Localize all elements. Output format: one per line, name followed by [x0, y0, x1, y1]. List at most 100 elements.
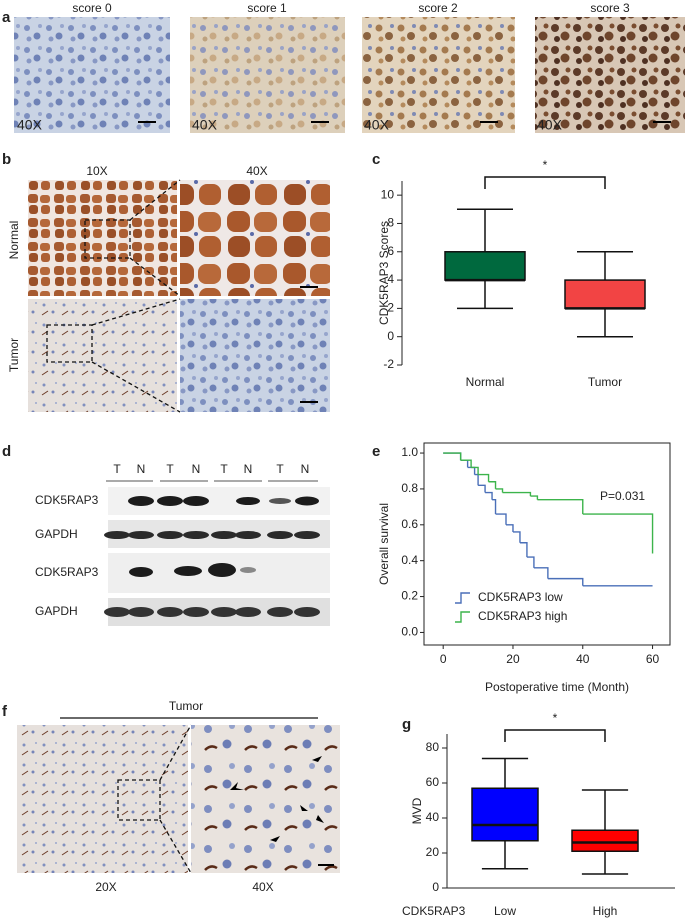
lane-label: T — [276, 462, 284, 476]
ihc-image — [180, 180, 330, 296]
zoom-guides — [46, 179, 181, 413]
x-tick-label: Low — [494, 904, 516, 918]
ihc-image — [190, 17, 345, 133]
significance-bracket — [484, 176, 606, 189]
survival-step — [460, 459, 469, 468]
x-tick-label: Normal — [466, 375, 505, 389]
lane-label: T — [113, 462, 121, 476]
ihc-image — [28, 299, 177, 412]
row-label: Normal — [7, 221, 21, 260]
survival-step — [443, 452, 462, 461]
magnification: 40X — [252, 880, 273, 894]
lane-label: N — [192, 462, 201, 476]
y-tick-label: 0.6 — [401, 517, 418, 531]
panel-label: b — [2, 151, 11, 168]
panel-label: d — [2, 443, 11, 460]
panel-label: a — [2, 9, 11, 26]
y-tick-label: 2 — [387, 301, 394, 315]
survival-step — [582, 513, 654, 554]
column-label: 40X — [246, 164, 267, 178]
ihc-image — [180, 299, 330, 412]
legend-label: CDK5RAP3 high — [478, 609, 567, 623]
image-title: Tumor — [169, 699, 203, 713]
annotation: * — [553, 711, 558, 725]
survival-step — [443, 452, 462, 461]
ihc-image — [535, 17, 685, 133]
y-tick-label: 0.2 — [401, 589, 418, 603]
survival-step — [467, 466, 476, 475]
survival-step — [495, 513, 507, 525]
y-tick-label: 10 — [381, 187, 395, 201]
image-title: score 0 — [72, 1, 112, 15]
survival-step — [460, 459, 472, 468]
band-label: CDK5RAP3 — [35, 493, 99, 507]
x-tick-label: 20 — [506, 652, 520, 666]
band-label: CDK5RAP3 — [35, 565, 99, 579]
y-axis-label: MVD — [410, 797, 424, 824]
x-tick-label: 60 — [646, 652, 660, 666]
survival-step — [530, 495, 539, 500]
y-tick-label: 80 — [426, 740, 440, 754]
y-tick-label: 8 — [387, 216, 394, 230]
lane-label: N — [244, 462, 253, 476]
y-tick-label: 0 — [387, 329, 394, 343]
y-tick-label: 0.8 — [401, 481, 418, 495]
panel-label: g — [402, 716, 411, 733]
x-tick-label: 40 — [576, 652, 590, 666]
panel-label: e — [372, 443, 380, 460]
box — [444, 251, 526, 281]
band-label: GAPDH — [35, 527, 78, 541]
box — [571, 829, 639, 852]
survival-step — [474, 473, 479, 486]
y-axis-label: Overall survival — [377, 503, 391, 585]
survival-step — [519, 542, 528, 558]
survival-step — [478, 484, 486, 493]
y-tick-label: 40 — [426, 810, 440, 824]
survival-step — [478, 473, 490, 482]
plot-frame — [423, 442, 671, 646]
y-tick-label: 0 — [432, 880, 439, 894]
magnification: 40X — [192, 117, 218, 133]
survival-step — [495, 488, 504, 493]
lane-label: T — [220, 462, 228, 476]
row-label: Tumor — [7, 338, 21, 372]
panel-label: f — [2, 703, 8, 720]
survival-step — [533, 567, 549, 579]
x-tick-label: Tumor — [588, 375, 622, 389]
x-tick-label: 0 — [440, 652, 447, 666]
image-title: score 3 — [590, 1, 630, 15]
lane-label: N — [137, 462, 146, 476]
magnification: 40X — [537, 117, 563, 133]
image-title: score 2 — [418, 1, 458, 15]
survival-step — [526, 556, 535, 568]
legend-swatch — [455, 592, 470, 604]
survival-step — [547, 577, 584, 586]
y-tick-label: -2 — [383, 357, 394, 371]
ihc-image — [28, 180, 177, 296]
column-label: 10X — [86, 164, 107, 178]
band-label: GAPDH — [35, 604, 78, 618]
annotation: * — [543, 158, 548, 172]
survival-step — [537, 498, 584, 515]
survival-step — [488, 481, 497, 489]
survival-step — [506, 524, 514, 532]
y-tick-label: 6 — [387, 244, 394, 258]
annotation: P=0.031 — [600, 489, 645, 503]
panel-label: c — [372, 151, 380, 168]
tissue-images — [28, 179, 330, 413]
x-axis-label: Postoperative time (Month) — [485, 680, 629, 694]
ihc-image — [362, 17, 515, 133]
survival-step — [512, 531, 521, 543]
image-title: score 1 — [247, 1, 287, 15]
legend-swatch — [455, 611, 470, 623]
survival-step — [485, 491, 493, 500]
ihc-image — [191, 725, 340, 873]
survival-step — [502, 491, 532, 497]
magnification: 20X — [95, 880, 116, 894]
survival-step — [492, 498, 497, 515]
box — [564, 279, 646, 310]
y-tick-label: 0.4 — [401, 553, 418, 567]
